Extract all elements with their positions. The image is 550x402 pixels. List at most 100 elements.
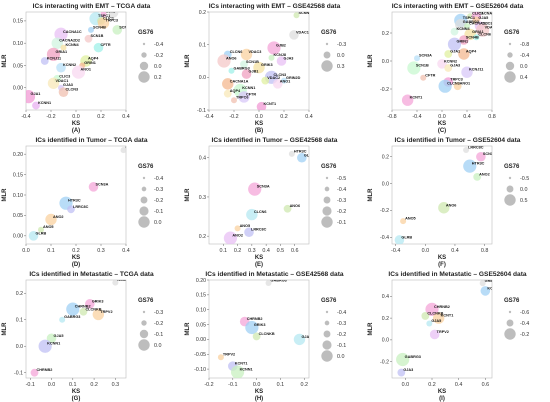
point-label: HTR3C (472, 162, 485, 166)
panel-title: ICs identified in Metastatic – TCGA data (29, 271, 154, 278)
point (231, 97, 237, 104)
x-tick-label: 0.4 (463, 114, 471, 120)
point-label: CLCN6 (230, 50, 243, 54)
point (230, 365, 245, 378)
x-tick-label: 0.5 (277, 248, 285, 254)
point-label: GJA5 (478, 16, 488, 20)
panel-label: (D) (72, 262, 80, 268)
point-label: CACNA2D2 (59, 39, 80, 43)
legend: GS76-0.6 -0.4 -0.2 (504, 298, 529, 340)
legend-label: -0.4 (520, 53, 529, 59)
panel-label: (B) (255, 128, 263, 134)
point (432, 312, 445, 324)
point-label: TRPC3 (106, 19, 118, 23)
point-label: GABRG3 (271, 278, 287, 282)
point-label: KCNN4 (66, 43, 80, 47)
y-axis-label: MLR (2, 188, 8, 202)
point (223, 89, 232, 98)
y-axis-label: MLR (368, 188, 374, 202)
point-label: GLRB (401, 235, 412, 239)
point (46, 47, 61, 61)
point-label: CLCN6 (478, 33, 491, 37)
point (414, 55, 420, 62)
y-tick-label: -0.1 (197, 108, 206, 114)
point-label: ANO5 (43, 225, 54, 229)
point (71, 65, 86, 79)
legend-size-swatch (325, 176, 329, 180)
legend-label: -0.5 (337, 176, 346, 182)
points-layer: GABRG3 CHRNB2 GRIK3 CLCNKB GJA5 TRPV2 KCNT1 KCN… (217, 278, 309, 378)
legend-size-swatch (139, 61, 149, 71)
y-tick-label: 0.05 (196, 322, 206, 328)
point-label: SCN3A (119, 25, 132, 29)
point-label: CLCN3 (66, 88, 79, 92)
panel-title: ICs identified in Metastatic – GSE42568 … (205, 271, 343, 278)
point-label: GRIA1 (56, 50, 68, 54)
point-label: GRIK3 (254, 323, 266, 327)
point-label: SCN4B (93, 25, 106, 29)
point (447, 37, 462, 51)
legend-label: 0.0 (154, 220, 162, 226)
point (425, 302, 439, 316)
point-label: CLIC3 (59, 74, 70, 78)
legend-label: 0.0 (337, 354, 345, 360)
legend-size-swatch (321, 350, 333, 362)
point-label: GABRG3 (64, 315, 80, 319)
legend-title: GS76 (138, 30, 154, 36)
legend-title: GS76 (504, 298, 520, 304)
x-tick-label: 0.3 (97, 248, 105, 254)
point-label: GJA3 (284, 57, 294, 61)
x-tick-label: 0.4 (451, 248, 459, 254)
x-tick-label: 0.0 (438, 114, 446, 120)
point (67, 205, 75, 214)
point-label: SCN1B (416, 64, 429, 68)
point (66, 302, 80, 316)
point (234, 225, 241, 232)
legend-size-swatch (142, 310, 146, 314)
x-tick-label: -0.2 (46, 114, 55, 120)
point-label: KCNT1 (117, 278, 130, 282)
legend-label: 0.3 (337, 64, 345, 70)
point-label: HTR3C (294, 149, 307, 153)
legend-label: -0.1 (154, 209, 163, 215)
point-label: VDAC1 (296, 30, 309, 34)
point (59, 316, 66, 323)
point (92, 308, 105, 321)
point-label: KCNN1 (487, 286, 500, 290)
point-label: CLIC1 (472, 12, 483, 16)
legend-label: -0.4 (154, 176, 163, 182)
point-label: GJA5 (106, 10, 116, 14)
panel-label: (I) (439, 396, 445, 402)
point (60, 44, 67, 51)
x-axis-label: KS (255, 121, 263, 127)
legend-label: -0.3 (337, 42, 346, 48)
x-tick-label: 0.6 (482, 382, 490, 388)
point-label: KCNN1 (242, 86, 255, 90)
legend-size-swatch (138, 71, 150, 83)
point-label: AQP4 (466, 50, 477, 54)
legend-title: GS76 (138, 164, 154, 170)
point-label: GLRB (36, 231, 47, 235)
x-tick-label: 0.4 (122, 248, 130, 254)
y-tick-label: 0.15 (13, 19, 23, 25)
x-tick-label: -0.1 (26, 382, 35, 388)
y-axis-label: MLR (185, 322, 191, 336)
legend-size-swatch (140, 196, 148, 204)
legend-size-swatch (504, 194, 516, 206)
legend-size-swatch (142, 176, 146, 180)
x-tick-label: 0.1 (47, 248, 55, 254)
y-tick-label: 0.05 (13, 63, 23, 69)
point (281, 77, 287, 84)
y-tick-label: 0.10 (13, 41, 23, 47)
point-label: KCNJ8 (274, 53, 286, 57)
y-tick-label: 0.0 (199, 75, 206, 81)
point-label: GABRG3 (234, 66, 250, 70)
legend-label: -0.3 (154, 310, 163, 316)
point-label: CLIC3 (482, 22, 493, 26)
legend-label: 0.0 (154, 64, 162, 70)
point (58, 87, 69, 97)
legend-size-swatch (504, 328, 516, 340)
x-tick-label: 0.8 (488, 114, 496, 120)
